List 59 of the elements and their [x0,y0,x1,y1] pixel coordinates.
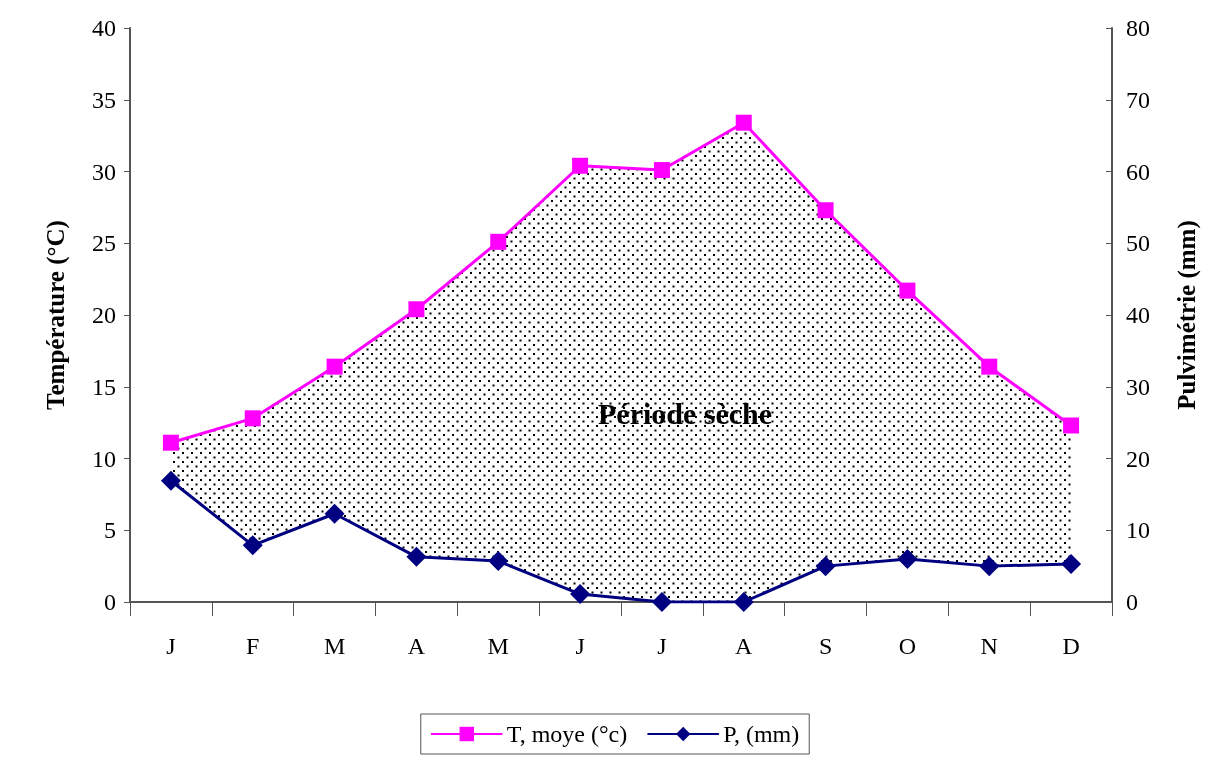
x-tick-label: O [898,633,917,659]
y-tick-label: 30 [92,158,116,185]
point [570,584,591,605]
y2-tick-label: 10 [1126,517,1150,544]
y-tick-label: 15 [92,373,116,400]
y-tick-label: 10 [92,445,116,472]
x-tick-label: J [657,633,667,659]
x-tick-label: N [980,633,998,659]
point [406,546,427,567]
y2-tick-label: 80 [1126,15,1150,41]
point [897,548,918,569]
point [242,535,263,556]
point [653,162,670,179]
y-tick-label: 0 [104,589,116,615]
point [572,157,589,174]
point [733,592,754,612]
point [981,358,998,375]
point [1061,553,1082,574]
point [735,114,752,131]
point [324,503,345,524]
y-axis-title: Température (°C) [42,220,70,410]
x-tick-label: M [323,633,346,659]
y2-tick-label: 0 [1126,589,1138,615]
y2-tick-label: 60 [1126,158,1150,185]
point [160,470,181,491]
y2-tick-label: 20 [1126,445,1150,472]
y2-tick-label: 50 [1126,230,1150,257]
point [162,434,179,451]
annotation: Période sèche [598,396,773,430]
point [488,551,509,572]
x-tick-label: J [166,633,176,659]
y2-tick-label: 40 [1126,302,1150,328]
legend-label: P, (mm) [723,721,800,747]
y-tick-label: 25 [92,230,116,257]
x-tick-label: D [1062,633,1080,659]
y2-tick-label: 30 [1126,373,1150,400]
point [899,282,916,299]
point [490,233,507,250]
x-tick-label: S [818,633,833,659]
point [1063,417,1080,434]
point [408,301,425,318]
legend-label: T, moye (°c) [506,721,628,747]
point [244,410,261,427]
y-tick-label: 35 [92,86,116,113]
x-tick-label: M [487,633,509,659]
point [651,592,672,612]
y-tick-label: 40 [92,15,116,41]
point [817,202,834,219]
x-tick-label: A [735,633,754,659]
point [326,358,343,375]
point [979,556,1000,577]
y2-tick-label: 70 [1126,86,1150,113]
y-tick-label: 5 [104,517,116,544]
x-tick-label: A [407,633,426,659]
x-tick-label: F [246,633,260,659]
x-tick-label: J [575,633,585,659]
y2-axis-title: Pulvimétrie (mm) [1173,220,1201,410]
point [815,556,836,577]
y-tick-label: 20 [92,302,116,328]
